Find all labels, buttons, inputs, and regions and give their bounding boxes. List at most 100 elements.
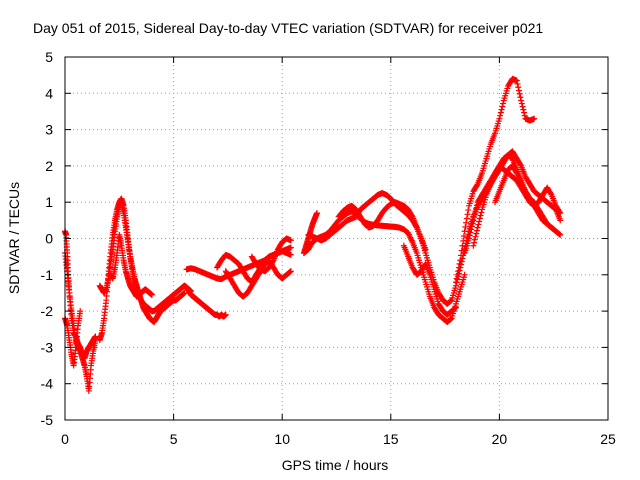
data-point [552, 227, 559, 234]
data-point [499, 103, 506, 110]
data-point [497, 112, 504, 119]
data-point [465, 207, 472, 214]
y-tick-labels: -5 -4 -3 -2 -1 0 1 2 3 4 5 [41, 49, 54, 428]
data-point [77, 308, 84, 315]
data-point [520, 106, 527, 113]
data-point [473, 227, 480, 234]
y-tick-label: 0 [45, 231, 53, 247]
data-point [557, 231, 564, 238]
x-tick-label: 20 [492, 431, 508, 447]
data-point [452, 305, 459, 312]
data-point [463, 219, 470, 226]
data-point [464, 211, 471, 218]
data-point [473, 182, 480, 189]
data-point [517, 161, 524, 168]
data-point [466, 232, 473, 239]
data-point [447, 315, 454, 322]
data-point [521, 109, 528, 116]
data-point [513, 77, 520, 84]
y-tick-label: 5 [45, 49, 53, 65]
data-point [472, 233, 479, 240]
data-point [547, 190, 554, 197]
data-point [471, 239, 478, 246]
x-tick-label: 10 [274, 431, 290, 447]
data-point [478, 209, 485, 216]
data-point [287, 268, 294, 275]
data-point [496, 115, 503, 122]
grid-lines [65, 57, 608, 420]
data-point [453, 275, 460, 282]
data-point [557, 217, 564, 224]
data-point [476, 215, 483, 222]
y-tick-label: 4 [45, 85, 53, 101]
y-tick-label: -5 [41, 412, 54, 428]
x-tick-label: 0 [61, 431, 69, 447]
data-point [269, 258, 276, 265]
data-point [476, 218, 483, 225]
data-point [552, 228, 559, 235]
data-point [470, 242, 477, 249]
data-point [181, 289, 188, 296]
data-point [477, 212, 484, 219]
data-point [447, 297, 454, 304]
data-point [475, 221, 482, 228]
data-point [460, 233, 467, 240]
data-point [473, 230, 480, 237]
y-tick-label: -4 [41, 376, 54, 392]
data-point [458, 252, 465, 259]
data-point [460, 237, 467, 244]
data-point [452, 279, 459, 286]
data-point [454, 271, 461, 278]
data-point [518, 97, 525, 104]
data-point [515, 87, 522, 94]
data-point [514, 80, 521, 87]
data-point [556, 231, 563, 238]
data-point [498, 106, 505, 113]
data-point [519, 103, 526, 110]
data-point [462, 224, 469, 231]
data-point [465, 235, 472, 242]
data-point [313, 210, 320, 217]
data-point [408, 212, 415, 219]
data-point [474, 224, 481, 231]
data-point [455, 264, 462, 271]
y-tick-label: -2 [41, 303, 54, 319]
data-point [531, 115, 538, 122]
data-point [517, 94, 524, 101]
data-point [521, 112, 528, 119]
chart-title: Day 051 of 2015, Sidereal Day-to-day VTE… [33, 20, 543, 36]
data-point [463, 215, 470, 222]
data-point [513, 168, 520, 175]
x-tick-label: 15 [383, 431, 399, 447]
y-tick-label: -1 [41, 267, 54, 283]
data-point [287, 244, 294, 251]
x-tick-labels: 0 5 10 15 20 25 [61, 431, 616, 447]
axis-ticks [64, 56, 609, 421]
x-tick-label: 25 [600, 431, 616, 447]
data-point [92, 333, 99, 340]
x-axis-title: GPS time / hours [282, 457, 389, 473]
data-point [455, 268, 462, 275]
data-point [461, 271, 468, 278]
y-tick-label: -3 [41, 339, 54, 355]
data-point [471, 236, 478, 243]
data-point [452, 304, 459, 311]
x-tick-label: 5 [170, 431, 178, 447]
data-point [518, 100, 525, 107]
data-point [516, 90, 523, 97]
y-tick-label: 2 [45, 158, 53, 174]
data-point [287, 237, 294, 244]
data-point [287, 251, 294, 258]
plot-frame [64, 56, 609, 421]
data-point [148, 291, 155, 298]
data-point [497, 109, 504, 116]
y-axis-title: SDTVAR / TECUs [6, 182, 22, 294]
data-point [515, 84, 522, 91]
y-tick-label: 3 [45, 122, 53, 138]
data-point [457, 257, 464, 264]
data-point [222, 311, 229, 318]
data-point [500, 100, 507, 107]
data-points [62, 75, 564, 394]
y-tick-label: 1 [45, 194, 53, 210]
